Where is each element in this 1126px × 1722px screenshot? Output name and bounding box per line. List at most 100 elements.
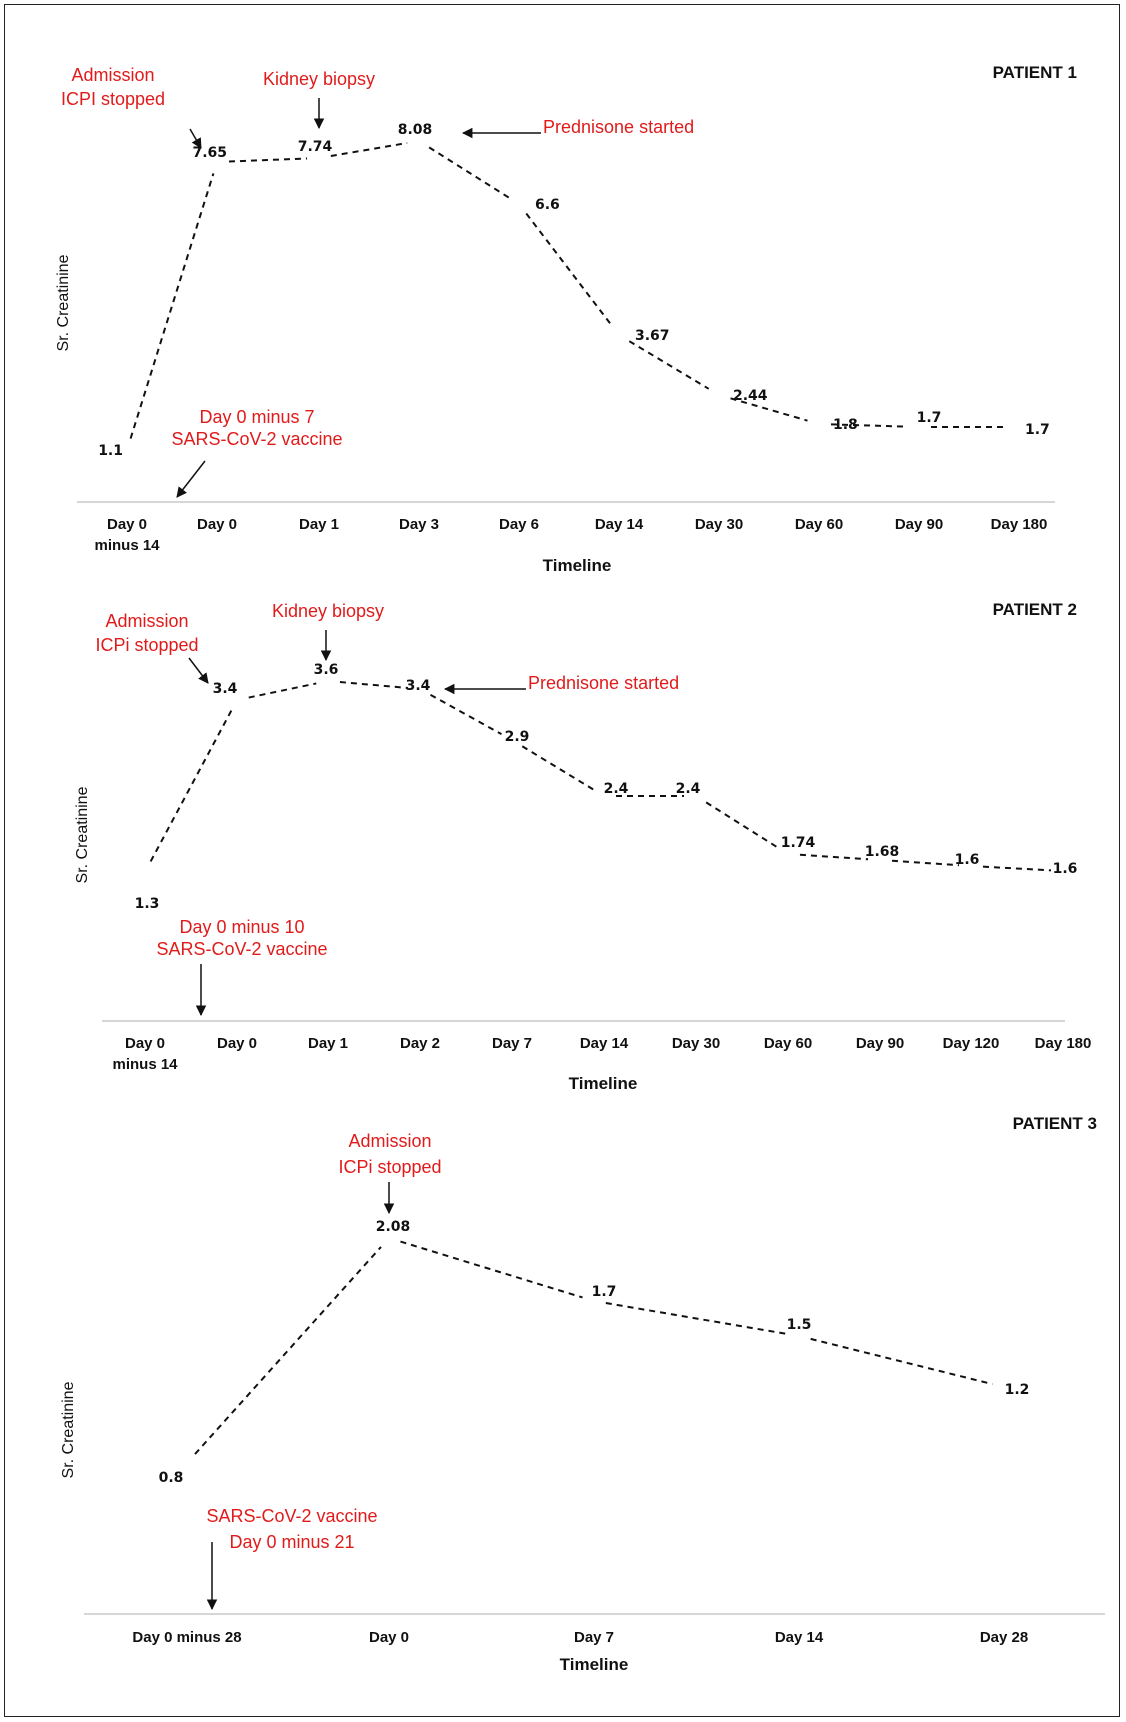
chart-title: PATIENT 3	[1013, 1114, 1097, 1133]
annotation-arrow	[176, 460, 206, 498]
annotation-text: Kidney biopsy	[272, 601, 384, 621]
line-segment	[830, 423, 908, 428]
x-tick-label: Day 0 minus 28	[132, 1629, 241, 1646]
data-label: 0.8	[159, 1470, 184, 1486]
chart-patient-3: PATIENT 3 Sr. Creatinine Day 0 minus 28 Day…	[60, 1114, 1105, 1674]
line-segment	[799, 853, 869, 861]
x-tick-label: Day 14	[595, 516, 644, 533]
line-segment	[730, 397, 808, 422]
data-label: 1.2	[1005, 1382, 1030, 1398]
x-tick-label: Day 0	[197, 516, 237, 533]
chart-patient-2: PATIENT 2 Sr. Creatinine Day 0 minus 14 Day …	[74, 600, 1091, 1093]
data-label: 2.08	[376, 1219, 411, 1235]
annotation-text: Kidney biopsy	[263, 69, 375, 89]
annotation-text: SARS-CoV-2 vaccine Day 0 minus 21	[206, 1506, 377, 1552]
data-label: 1.74	[781, 835, 816, 851]
data-label: 1.5	[787, 1317, 812, 1333]
line-segment	[525, 212, 613, 327]
annotation-text: Day 0 minus 10 SARS-CoV-2 vaccine	[156, 917, 327, 959]
x-tick-label: Day 30	[672, 1035, 720, 1052]
data-label: 2.44	[733, 388, 768, 404]
figure-frame: PATIENT 1 Sr. Creatinine Day 0 minus 14 Day …	[4, 4, 1120, 1717]
line-segment	[129, 173, 215, 439]
x-tick-label: Day 1	[308, 1035, 348, 1052]
line-segment	[982, 865, 1052, 872]
x-tick-label: Day 3	[399, 516, 439, 533]
x-axis-label: Timeline	[560, 1655, 629, 1674]
data-label: 3.4	[213, 681, 238, 697]
patient-charts: PATIENT 1 Sr. Creatinine Day 0 minus 14 Day …	[55, 63, 1105, 1674]
data-label: 1.7	[592, 1284, 617, 1300]
data-label: 2.9	[505, 729, 530, 745]
x-axis-label: Timeline	[569, 1074, 638, 1093]
line-segment	[400, 1240, 583, 1299]
data-label: 1.6	[1053, 861, 1078, 877]
x-tick-label: Day 120	[943, 1035, 1000, 1052]
x-tick-label: Day 6	[499, 516, 539, 533]
annotation-text: Prednisone started	[528, 673, 679, 693]
data-label: 7.74	[298, 139, 333, 155]
annotation-text: Admission ICPi stopped	[338, 1131, 441, 1177]
line-segment	[248, 682, 317, 699]
annotation-arrow	[189, 128, 202, 149]
data-label: 1.68	[865, 844, 900, 860]
line-segment	[891, 859, 960, 867]
x-tick-label: Day 30	[695, 516, 743, 533]
annotation-text: Prednisone started	[543, 117, 694, 137]
data-label: 1.7	[1025, 422, 1050, 438]
line-segment	[605, 1302, 788, 1335]
x-tick-label: Day 14	[580, 1035, 629, 1052]
line-segment	[228, 157, 308, 163]
line-segment	[149, 710, 233, 862]
annotation-arrow	[188, 657, 209, 684]
x-tick-label: Day 180	[1035, 1035, 1092, 1052]
x-tick-label: Day 0 minus 14	[94, 516, 160, 554]
line-segment	[810, 1337, 993, 1386]
line-segment	[428, 146, 510, 199]
data-label: 7.65	[192, 145, 227, 161]
x-tick-label: Day 180	[991, 516, 1048, 533]
chart-patient-1: PATIENT 1 Sr. Creatinine Day 0 minus 14 Day …	[55, 63, 1077, 575]
data-label: 3.4	[406, 678, 431, 694]
data-label: 8.08	[398, 122, 433, 138]
x-tick-label: Day 90	[856, 1035, 904, 1052]
y-axis-label: Sr. Creatinine	[55, 254, 72, 351]
chart-title: PATIENT 2	[993, 600, 1077, 619]
line-segment	[339, 681, 409, 689]
data-label: 1.8	[833, 417, 858, 433]
y-axis-label: Sr. Creatinine	[60, 1381, 77, 1478]
annotation-text: Admission ICPi stopped	[95, 611, 198, 655]
data-label: 1.3	[135, 896, 160, 912]
line-segment	[430, 693, 502, 736]
line-segment	[628, 340, 710, 390]
data-label: 1.7	[917, 410, 942, 426]
line-segment	[705, 801, 779, 849]
data-label: 2.4	[604, 781, 629, 797]
data-label: 1.6	[955, 852, 980, 868]
x-tick-label: Day 60	[795, 516, 843, 533]
x-tick-label: Day 90	[895, 516, 943, 533]
x-tick-label: Day 0	[369, 1629, 409, 1646]
annotation-text: Admission ICPI stopped	[61, 65, 165, 109]
data-label: 3.6	[314, 662, 339, 678]
x-tick-label: Day 60	[764, 1035, 812, 1052]
line-segment	[194, 1246, 382, 1455]
y-axis-label: Sr. Creatinine	[74, 786, 91, 883]
x-tick-label: Day 0 minus 14	[112, 1035, 178, 1073]
data-label: 3.67	[635, 328, 670, 344]
x-axis-label: Timeline	[543, 556, 612, 575]
x-tick-label: Day 7	[574, 1629, 614, 1646]
x-tick-label: Day 14	[775, 1629, 824, 1646]
data-label: 2.4	[676, 781, 701, 797]
x-tick-label: Day 0	[217, 1035, 257, 1052]
data-label: 6.6	[535, 197, 560, 213]
chart-title: PATIENT 1	[993, 63, 1077, 82]
line-segment	[521, 745, 595, 791]
x-tick-label: Day 2	[400, 1035, 440, 1052]
line-segment	[330, 142, 408, 157]
x-tick-label: Day 7	[492, 1035, 532, 1052]
x-tick-label: Day 1	[299, 516, 339, 533]
data-label: 1.1	[98, 443, 123, 459]
x-tick-label: Day 28	[980, 1629, 1028, 1646]
annotation-text: Day 0 minus 7 SARS-CoV-2 vaccine	[171, 407, 342, 449]
